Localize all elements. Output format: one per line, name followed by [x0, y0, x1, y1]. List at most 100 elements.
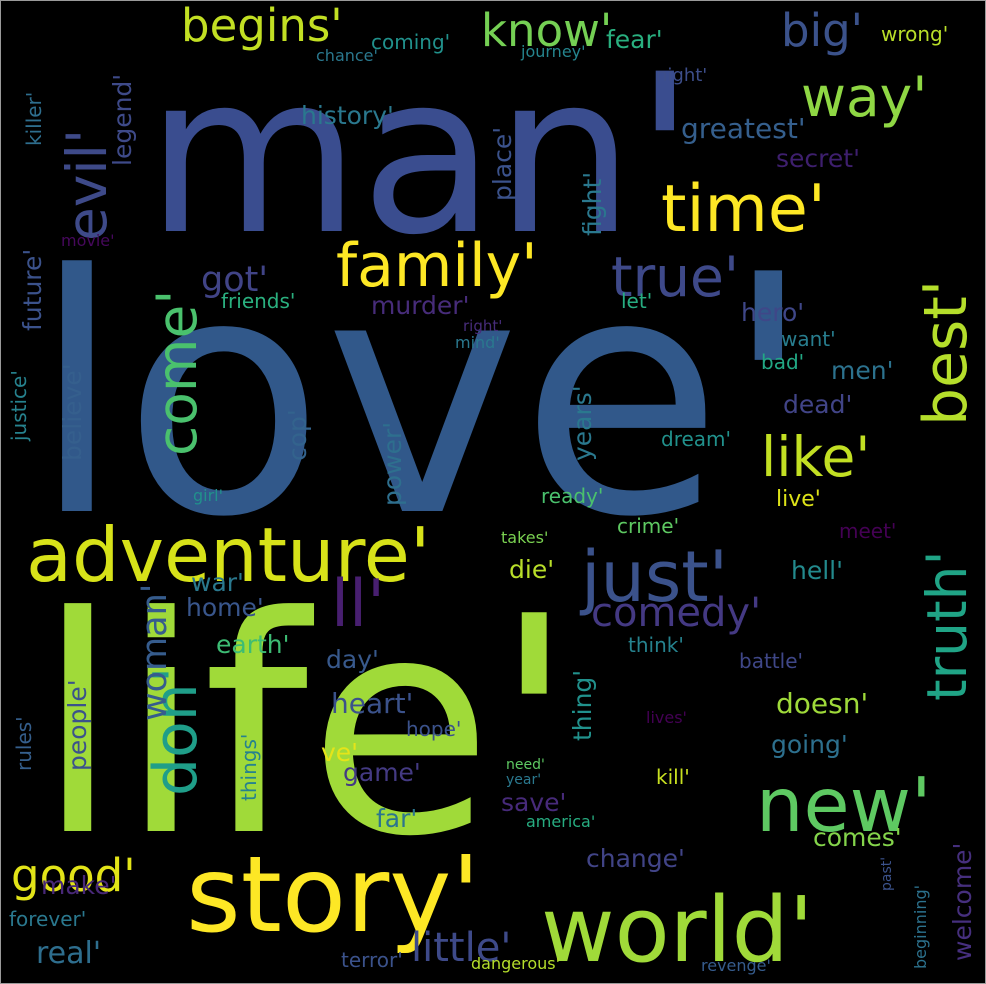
cloud-word: secret' — [776, 144, 860, 173]
cloud-word: girl' — [193, 486, 223, 505]
cloud-word: world' — [541, 878, 814, 983]
cloud-word: things' — [237, 734, 261, 801]
cloud-word: future' — [18, 249, 47, 331]
cloud-word: place' — [488, 127, 517, 201]
cloud-word: far' — [376, 804, 417, 833]
cloud-word: ll' — [331, 567, 385, 642]
cloud-word: need' — [506, 757, 545, 773]
cloud-word: legend' — [108, 74, 137, 166]
cloud-word: justice' — [7, 370, 31, 442]
cloud-word: murder' — [371, 291, 469, 320]
cloud-word: hope' — [406, 717, 461, 741]
cloud-word: hero' — [741, 298, 804, 327]
cloud-word: cop' — [283, 409, 312, 461]
cloud-word: going' — [771, 730, 848, 759]
cloud-word: let' — [621, 289, 652, 313]
cloud-word: ve' — [321, 738, 358, 767]
cloud-word: earth' — [216, 630, 290, 659]
cloud-word: big' — [781, 4, 863, 57]
cloud-word: crime' — [617, 514, 679, 538]
cloud-word: don' — [141, 667, 211, 796]
cloud-word: think' — [628, 633, 684, 657]
cloud-word: game' — [343, 758, 421, 787]
cloud-word: mind' — [455, 333, 500, 352]
cloud-word: chance' — [316, 46, 378, 65]
cloud-word: kill' — [656, 765, 690, 789]
cloud-word: live' — [776, 487, 821, 512]
cloud-word: good' — [11, 849, 136, 902]
cloud-word: begins' — [181, 1, 343, 52]
cloud-word: hell' — [791, 556, 843, 585]
cloud-word: fight' — [578, 172, 607, 236]
cloud-word: like' — [761, 425, 870, 489]
cloud-word: lives' — [646, 708, 687, 727]
cloud-word: movie' — [61, 231, 115, 250]
cloud-word: battle' — [739, 649, 803, 673]
cloud-word: greatest' — [681, 112, 806, 145]
cloud-word: killer' — [22, 92, 46, 146]
cloud-word: welcome' — [948, 843, 977, 961]
cloud-word: history' — [301, 101, 394, 130]
cloud-word: family' — [336, 231, 538, 301]
cloud-word: adventure' — [26, 511, 431, 599]
cloud-word: time' — [661, 172, 826, 247]
cloud-word: dream' — [661, 427, 731, 451]
cloud-word: america' — [526, 812, 595, 831]
cloud-word: evil' — [55, 129, 119, 241]
cloud-word: dead' — [783, 390, 852, 419]
cloud-word: know' — [481, 4, 612, 57]
cloud-word: best' — [911, 280, 981, 426]
cloud-word: real' — [36, 936, 101, 971]
cloud-word: forever' — [9, 907, 86, 931]
cloud-word: man' — [146, 27, 695, 283]
cloud-word: bad' — [761, 350, 804, 374]
cloud-word: want' — [781, 327, 836, 351]
cloud-word: truth' — [915, 550, 979, 701]
cloud-word: way' — [801, 65, 927, 129]
cloud-word: doesn' — [776, 687, 868, 720]
cloud-word: come' — [145, 290, 209, 456]
cloud-word: change' — [586, 844, 685, 873]
cloud-word: years' — [568, 385, 597, 461]
cloud-word: fear' — [606, 25, 663, 54]
cloud-word: believe' — [58, 363, 87, 461]
cloud-word: takes' — [501, 528, 548, 547]
cloud-word: people' — [63, 679, 92, 771]
cloud-word: terror' — [341, 948, 403, 972]
cloud-word: past' — [879, 857, 895, 891]
cloud-word: love' — [31, 205, 814, 589]
cloud-word: rules' — [12, 716, 36, 771]
cloud-word: beginning' — [911, 885, 930, 969]
cloud-word: home' — [186, 593, 264, 622]
cloud-word: coming' — [371, 30, 450, 54]
cloud-word: war' — [191, 568, 244, 597]
cloud-word: little' — [411, 925, 511, 971]
cloud-word: dangerous' — [471, 954, 560, 973]
cloud-word: comedy' — [591, 590, 761, 636]
cloud-word: save' — [501, 788, 566, 817]
cloud-word: wrong' — [881, 22, 948, 46]
cloud-word: thing' — [568, 670, 597, 741]
cloud-word: life' — [36, 553, 575, 902]
cloud-word: make' — [41, 871, 117, 900]
cloud-word: power' — [378, 422, 407, 506]
cloud-word: story' — [186, 834, 480, 956]
cloud-word: woman' — [135, 584, 175, 721]
cloud-word: heart' — [331, 687, 413, 720]
cloud-word: revenge' — [701, 956, 771, 975]
cloud-word: friends' — [221, 289, 295, 313]
cloud-word: comes' — [813, 823, 902, 852]
cloud-word: got' — [201, 260, 268, 300]
cloud-word: die' — [509, 555, 554, 584]
cloud-word: night' — [656, 65, 707, 86]
cloud-word: ready' — [541, 484, 603, 508]
cloud-word: right' — [463, 317, 502, 335]
cloud-word: day' — [326, 645, 379, 674]
cloud-word: men' — [831, 356, 893, 385]
cloud-word: year' — [506, 772, 541, 788]
cloud-word: meet' — [839, 519, 896, 543]
cloud-word: true' — [611, 245, 739, 309]
